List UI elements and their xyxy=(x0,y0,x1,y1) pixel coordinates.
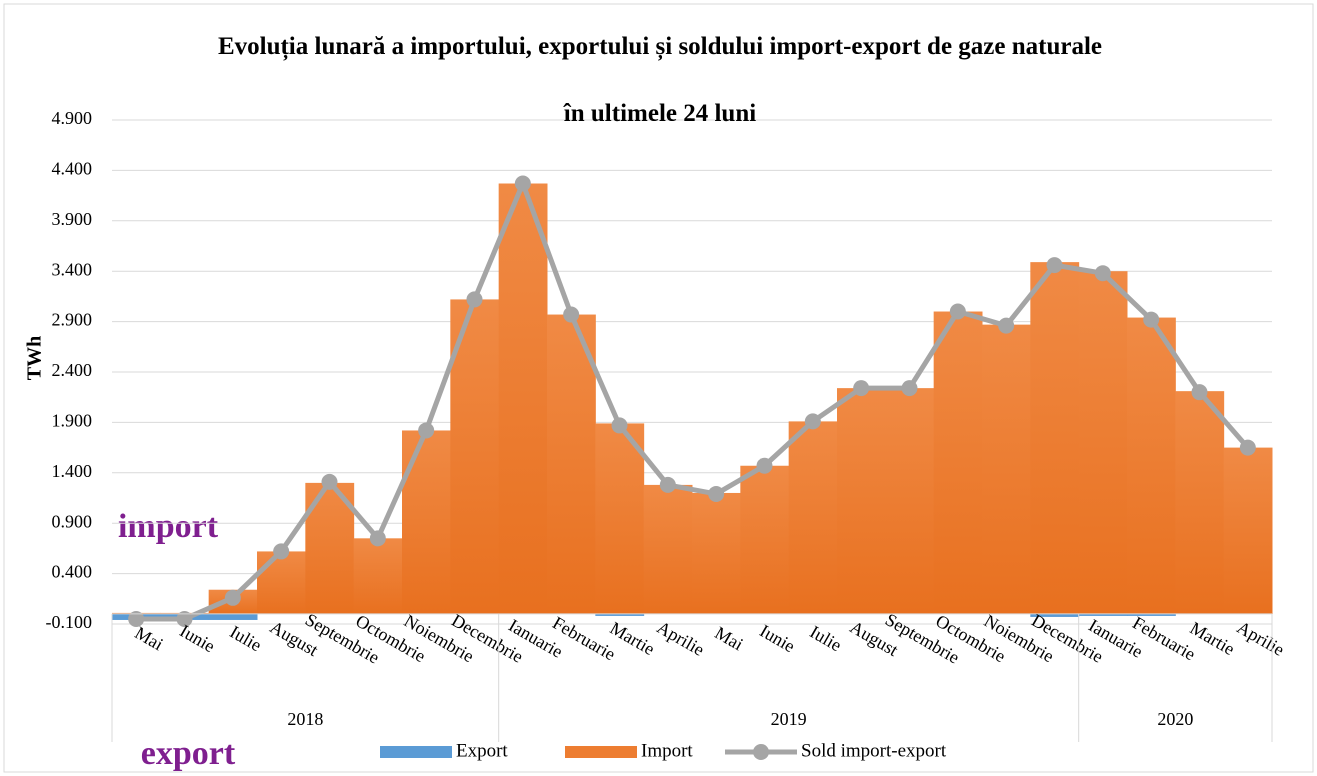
bar xyxy=(933,311,983,614)
marker xyxy=(756,457,773,474)
y-tick-label: 1.400 xyxy=(52,461,93,481)
bar xyxy=(1030,613,1080,617)
bar xyxy=(1078,613,1128,616)
annotation: import xyxy=(118,508,219,545)
y-tick-label: 3.400 xyxy=(52,259,93,279)
marker xyxy=(659,476,676,493)
bar xyxy=(498,183,548,614)
marker xyxy=(321,473,338,490)
bar xyxy=(1030,262,1080,614)
marker xyxy=(418,422,435,439)
annotation: export xyxy=(141,735,236,772)
marker xyxy=(804,413,821,430)
marker xyxy=(853,380,870,397)
marker xyxy=(901,380,918,397)
bar xyxy=(353,538,403,614)
marker xyxy=(1143,311,1160,328)
y-tick-label: 3.900 xyxy=(52,209,93,229)
y-tick-label: 2.900 xyxy=(52,310,93,330)
marker xyxy=(1094,265,1111,282)
marker xyxy=(176,610,193,627)
bar xyxy=(402,430,451,614)
group-label: 2018 xyxy=(287,709,323,729)
marker xyxy=(273,543,290,560)
group-label: 2019 xyxy=(771,709,807,729)
marker xyxy=(128,610,145,627)
y-tick-label: -0.100 xyxy=(46,612,93,632)
marker xyxy=(466,291,483,308)
y-tick-label: 1.900 xyxy=(52,411,93,431)
marker xyxy=(224,589,241,606)
marker xyxy=(998,317,1015,334)
bar xyxy=(208,613,258,620)
marker xyxy=(611,417,628,434)
marker xyxy=(1191,384,1208,401)
bar xyxy=(595,613,645,616)
bar xyxy=(1078,271,1128,614)
chart-subtitle: în ultimele 24 luni xyxy=(563,100,757,127)
group-label: 2020 xyxy=(1157,709,1193,729)
y-tick-label: 0.400 xyxy=(52,562,93,582)
bar xyxy=(547,314,596,614)
legend-marker xyxy=(753,744,769,760)
marker xyxy=(708,485,725,502)
marker xyxy=(514,175,531,192)
legend-swatch xyxy=(565,746,637,758)
chart-title: Evoluția lunară a importului, exportului… xyxy=(217,33,1103,60)
bar xyxy=(450,299,500,614)
bar xyxy=(692,492,741,614)
bar xyxy=(885,388,935,614)
y-tick-label: 2.400 xyxy=(52,360,93,380)
bar xyxy=(1175,391,1225,614)
bar xyxy=(257,551,306,614)
bar xyxy=(740,465,790,614)
legend-swatch xyxy=(380,746,452,758)
y-tick-label: 4.900 xyxy=(52,108,93,128)
legend-label: Sold import-export xyxy=(801,740,947,761)
marker xyxy=(1239,439,1256,456)
marker xyxy=(949,303,966,320)
bar xyxy=(982,324,1031,614)
bar xyxy=(837,388,886,614)
bar xyxy=(1127,317,1176,614)
y-axis-label: TWh xyxy=(24,336,46,380)
line xyxy=(136,181,1250,622)
legend-label: Import xyxy=(641,740,693,761)
marker xyxy=(563,306,580,323)
marker xyxy=(1046,257,1063,274)
bar xyxy=(595,423,645,614)
bar xyxy=(643,484,693,614)
y-tick-label: 0.900 xyxy=(52,511,93,531)
marker xyxy=(369,530,386,547)
legend-label: Export xyxy=(456,740,508,761)
y-tick-label: 4.400 xyxy=(52,159,93,179)
bar xyxy=(1127,613,1176,616)
bar xyxy=(1223,447,1273,614)
bar xyxy=(788,421,838,614)
